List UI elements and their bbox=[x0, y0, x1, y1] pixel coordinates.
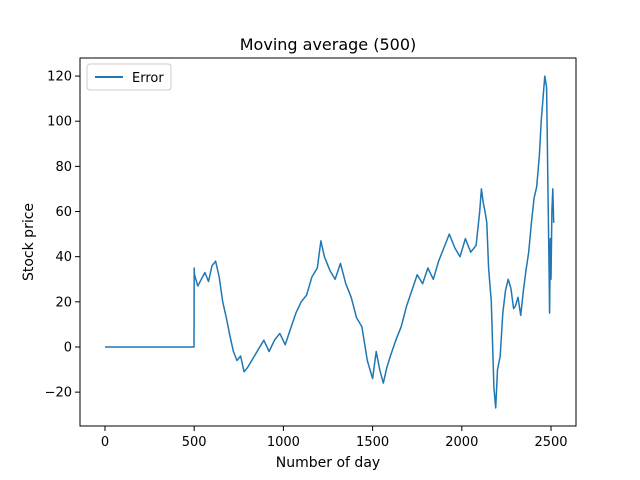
y-tick-label: 100 bbox=[47, 115, 72, 130]
series-line-error bbox=[105, 75, 555, 409]
y-tick-label: 80 bbox=[55, 160, 72, 175]
legend: Error bbox=[86, 63, 172, 91]
legend-label: Error bbox=[132, 71, 164, 86]
y-tick-label: 120 bbox=[47, 70, 72, 85]
y-tick-label: 60 bbox=[55, 205, 72, 220]
x-tick-label: 2500 bbox=[534, 435, 567, 450]
y-tick-label: −20 bbox=[45, 386, 72, 401]
y-tick-label: 0 bbox=[64, 340, 72, 355]
x-tick-label: 1500 bbox=[356, 435, 389, 450]
x-tick-label: 0 bbox=[101, 435, 109, 450]
y-axis-title: Stock price bbox=[21, 203, 37, 281]
x-tick-label: 1000 bbox=[267, 435, 300, 450]
legend-box bbox=[86, 63, 172, 91]
plot-frame bbox=[79, 57, 577, 427]
x-axis: 0 500 1000 1500 2000 2500 bbox=[101, 426, 568, 450]
x-tick-label: 2000 bbox=[445, 435, 478, 450]
y-tick-label: 40 bbox=[55, 250, 72, 265]
y-tick-label: 20 bbox=[55, 295, 72, 310]
x-axis-title: Number of day bbox=[276, 455, 380, 471]
plot-area bbox=[79, 57, 577, 427]
y-axis: −20 0 20 40 60 80 100 120 bbox=[45, 70, 80, 401]
x-tick-label: 500 bbox=[182, 435, 207, 450]
chart-title: Moving average (500) bbox=[240, 35, 417, 54]
